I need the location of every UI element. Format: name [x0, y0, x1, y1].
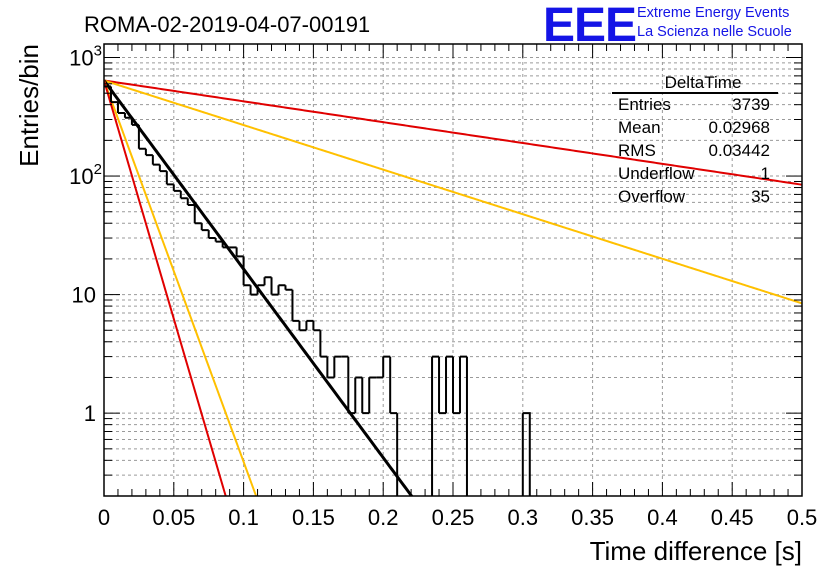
histogram-bin-26: [284, 285, 293, 291]
histogram-series: [104, 85, 531, 496]
histogram-bin-41: [389, 356, 398, 415]
x-tick-label-6: 0.3: [508, 505, 539, 530]
stats-value-4: 35: [751, 187, 770, 206]
grid-lines: [104, 44, 802, 496]
histogram-bin-9: [165, 171, 174, 186]
x-tick-label-3: 0.15: [292, 505, 335, 530]
histogram-bin-2: [116, 102, 125, 115]
logo-line-2: La Scienza nelle Scuole: [637, 24, 792, 40]
histogram-bin-21: [249, 285, 258, 296]
histogram-bin-49: [445, 355, 453, 414]
histogram-bin-11: [179, 190, 188, 200]
y-tick-label-1: 10: [72, 283, 96, 308]
histogram-bin-52: [465, 356, 468, 496]
eee-logo: EEE: [543, 0, 637, 52]
histogram-bin-24: [270, 277, 279, 296]
y-tick-label-0: 1: [84, 401, 96, 426]
histogram-bin-38: [368, 376, 377, 414]
fit-curves: [104, 79, 802, 496]
x-tick-label-4: 0.2: [368, 505, 399, 530]
histogram-bin-23: [263, 276, 272, 286]
histogram-bin-12: [186, 198, 195, 206]
stats-value-3: 1: [761, 164, 770, 183]
logo-caption: Extreme Energy Events La Scienza nelle S…: [637, 4, 792, 42]
fit-curve-4: [104, 80, 227, 496]
x-tick-label-10: 0.5: [787, 505, 818, 530]
fit-curve-3: [104, 80, 258, 496]
axes: 0 0.05 0.1 0.15 0.2 0.25 0.3 0.35 0.4 0.45 0.5 1 10 1…: [14, 43, 817, 566]
x-tick-label-7: 0.35: [571, 505, 614, 530]
y-axis-label: Entries/bin: [14, 44, 44, 167]
histogram-bin-5: [137, 124, 146, 150]
x-tick-label-5: 0.25: [432, 505, 475, 530]
histogram-bin-1: [109, 86, 118, 104]
fit-curve-0: [104, 79, 802, 186]
histogram-bin-7: [151, 155, 160, 166]
histogram-bin-40: [382, 355, 391, 378]
stats-label-0: Entries: [618, 95, 671, 114]
stats-label-3: Underflow: [618, 164, 695, 183]
x-tick-label-8: 0.4: [647, 505, 678, 530]
histogram-bin-4: [130, 117, 139, 126]
histogram-bin-8: [158, 164, 167, 173]
stats-value-0: 3739: [732, 95, 770, 114]
histogram-bin-48: [438, 356, 447, 415]
chart-title: ROMA-02-2019-04-07-00191: [84, 12, 371, 37]
histogram-bin-15: [207, 230, 216, 240]
stats-value-2: 0.03442: [709, 141, 770, 160]
stats-title: DeltaTime: [665, 73, 742, 92]
stats-box: DeltaTime Entries 3739 Mean 0.02968 RMS 0.0344…: [612, 73, 778, 206]
histogram-bin-36: [354, 376, 363, 414]
histogram-bin-35: [347, 356, 356, 415]
histogram-bin-17: [221, 241, 230, 249]
stats-value-1: 0.02968: [709, 118, 770, 137]
histogram-bin-50: [452, 356, 460, 415]
histogram-bin-16: [214, 238, 223, 243]
stats-label-1: Mean: [618, 118, 661, 137]
y-tick-label-3: 103: [69, 43, 102, 71]
histogram-bin-27: [291, 289, 300, 322]
histogram-bin-3: [123, 113, 132, 119]
histogram-bin-60: [521, 412, 531, 496]
x-tick-label-9: 0.45: [711, 505, 754, 530]
fit-curve-2: [104, 79, 414, 496]
stats-label-2: RMS: [618, 141, 656, 160]
histogram-bin-31: [319, 330, 328, 358]
histogram-bin-42: [396, 413, 399, 496]
logo-line-1: Extreme Energy Events: [637, 5, 790, 21]
histogram-bin-33: [333, 355, 342, 378]
x-axis-label: Time difference [s]: [590, 536, 802, 566]
histogram-bin-22: [256, 284, 265, 295]
histogram-bin-37: [361, 377, 370, 415]
histogram-bin-25: [277, 284, 286, 295]
histogram-bin-30: [312, 320, 321, 332]
histogram-bin-29: [305, 319, 314, 331]
histogram-bin-10: [172, 184, 181, 192]
histogram-bin-19: [235, 247, 244, 258]
y-tick-label-2: 102: [69, 161, 102, 189]
histogram-bin-47: [431, 355, 440, 496]
histogram-bin-32: [326, 356, 335, 379]
x-tick-label-2: 0.1: [228, 505, 259, 530]
histogram-bin-20: [242, 256, 251, 287]
histogram-bin-14: [200, 223, 209, 232]
histogram-bin-6: [144, 148, 153, 157]
histogram-bin-51: [458, 355, 467, 414]
histogram-bin-28: [298, 320, 307, 332]
x-tick-label-0: 0: [98, 505, 110, 530]
fit-curve-1: [104, 79, 802, 305]
x-tick-label-1: 0.05: [152, 505, 195, 530]
stats-label-4: Overflow: [618, 187, 686, 206]
histogram-bin-13: [193, 204, 202, 225]
